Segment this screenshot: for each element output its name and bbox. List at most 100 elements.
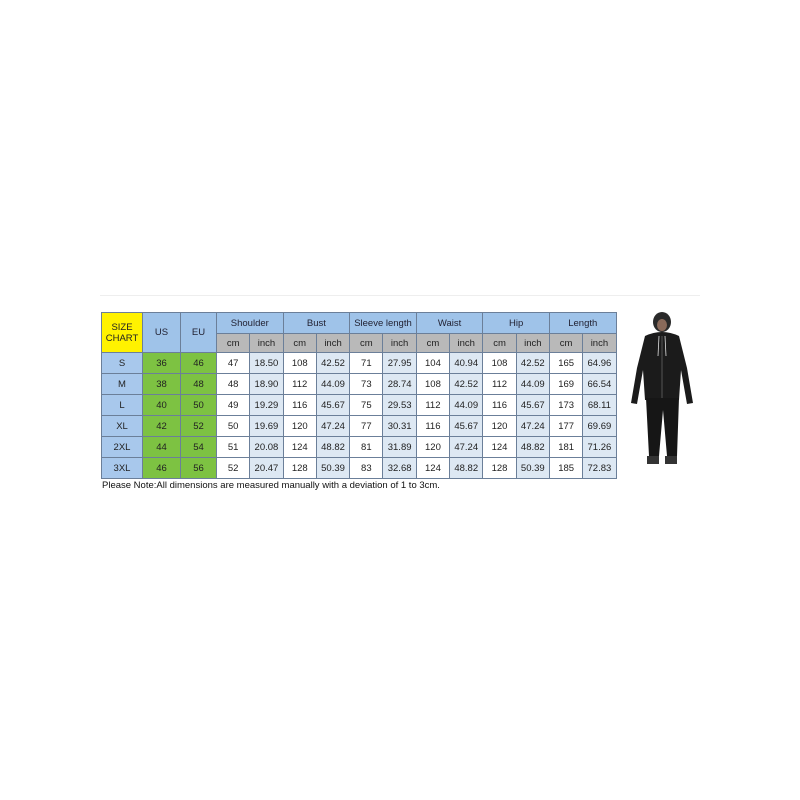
value-inch: 45.67 — [449, 415, 484, 437]
value-cm: 173 — [548, 394, 584, 416]
value-inch: 42.52 — [315, 352, 351, 374]
unit-inch: inch — [315, 333, 351, 353]
table-row: 3XL 46 56 52 20.47 128 50.39 83 32.68 124 48.82 128… — [101, 457, 617, 479]
unit-inch: inch — [249, 333, 284, 353]
value-cm: 73 — [349, 373, 384, 395]
table-row: 2XL 44 54 51 20.08 124 48.82 81 31.89 120 47.24 124… — [101, 436, 617, 458]
us-size: 36 — [142, 352, 181, 374]
value-inch: 29.53 — [382, 394, 417, 416]
value-cm: 108 — [482, 352, 517, 374]
unit-cm: cm — [349, 333, 384, 353]
value-inch: 50.39 — [515, 457, 550, 479]
value-inch: 50.39 — [315, 457, 351, 479]
value-inch: 48.82 — [315, 436, 351, 458]
unit-cm: cm — [482, 333, 517, 353]
value-cm: 169 — [548, 373, 584, 395]
eu-size: 46 — [180, 352, 217, 374]
value-cm: 49 — [215, 394, 251, 416]
us-size: 42 — [142, 415, 181, 437]
value-inch: 32.68 — [382, 457, 417, 479]
measurement-header: Waist — [415, 312, 484, 334]
value-cm: 71 — [349, 352, 384, 374]
unit-inch: inch — [449, 333, 484, 353]
size-chart-label: SIZE CHART — [101, 312, 143, 353]
value-cm: 112 — [282, 373, 317, 395]
unit-inch: inch — [515, 333, 550, 353]
measurement-header: Length — [548, 312, 617, 334]
eu-size: 54 — [180, 436, 217, 458]
value-inch: 44.09 — [449, 394, 484, 416]
size-chart-table: SIZE CHART US EU Shoulder Bust Sleeve leng… — [101, 312, 617, 479]
value-cm: 124 — [482, 436, 517, 458]
eu-size: 52 — [180, 415, 217, 437]
eu-header: EU — [180, 312, 217, 353]
unit-inch: inch — [582, 333, 617, 353]
unit-cm: cm — [415, 333, 451, 353]
value-inch: 20.47 — [249, 457, 284, 479]
us-header: US — [142, 312, 181, 353]
value-cm: 165 — [548, 352, 584, 374]
value-cm: 77 — [349, 415, 384, 437]
size-label: S — [101, 352, 143, 374]
table-row: S 36 46 47 18.50 108 42.52 71 27.95 104 40.94 108 42… — [101, 352, 617, 374]
value-cm: 116 — [415, 415, 451, 437]
value-cm: 81 — [349, 436, 384, 458]
unit-cm: cm — [282, 333, 317, 353]
value-inch: 69.69 — [582, 415, 617, 437]
size-label: L — [101, 394, 143, 416]
unit-cm: cm — [548, 333, 584, 353]
value-inch: 30.31 — [382, 415, 417, 437]
measurement-header: Bust — [282, 312, 351, 334]
value-inch: 45.67 — [315, 394, 351, 416]
value-inch: 42.52 — [515, 352, 550, 374]
value-cm: 51 — [215, 436, 251, 458]
eu-size: 48 — [180, 373, 217, 395]
table-row: M 38 48 48 18.90 112 44.09 73 28.74 108 42.52 112 44… — [101, 373, 617, 395]
value-cm: 48 — [215, 373, 251, 395]
value-inch: 28.74 — [382, 373, 417, 395]
value-cm: 177 — [548, 415, 584, 437]
value-cm: 52 — [215, 457, 251, 479]
value-cm: 116 — [282, 394, 317, 416]
value-cm: 181 — [548, 436, 584, 458]
value-inch: 44.09 — [515, 373, 550, 395]
size-label: M — [101, 373, 143, 395]
value-inch: 42.52 — [449, 373, 484, 395]
size-label: XL — [101, 415, 143, 437]
value-cm: 185 — [548, 457, 584, 479]
value-inch: 66.54 — [582, 373, 617, 395]
divider — [100, 295, 700, 296]
value-inch: 40.94 — [449, 352, 484, 374]
value-inch: 47.24 — [449, 436, 484, 458]
value-cm: 108 — [415, 373, 451, 395]
value-cm: 128 — [482, 457, 517, 479]
value-inch: 20.08 — [249, 436, 284, 458]
value-inch: 19.69 — [249, 415, 284, 437]
value-cm: 124 — [415, 457, 451, 479]
value-cm: 108 — [282, 352, 317, 374]
measurement-header: Hip — [482, 312, 550, 334]
value-inch: 47.24 — [515, 415, 550, 437]
value-cm: 75 — [349, 394, 384, 416]
value-inch: 44.09 — [315, 373, 351, 395]
value-inch: 19.29 — [249, 394, 284, 416]
unit-inch: inch — [382, 333, 417, 353]
value-inch: 27.95 — [382, 352, 417, 374]
value-cm: 112 — [415, 394, 451, 416]
eu-size: 50 — [180, 394, 217, 416]
us-size: 46 — [142, 457, 181, 479]
value-cm: 120 — [282, 415, 317, 437]
value-inch: 64.96 — [582, 352, 617, 374]
table-row: L 40 50 49 19.29 116 45.67 75 29.53 112 44.09 116 45… — [101, 394, 617, 416]
value-cm: 47 — [215, 352, 251, 374]
value-cm: 112 — [482, 373, 517, 395]
value-inch: 71.26 — [582, 436, 617, 458]
value-inch: 18.50 — [249, 352, 284, 374]
measurement-note: Please Note:All dimensions are measured … — [102, 480, 440, 491]
value-cm: 120 — [415, 436, 451, 458]
value-inch: 31.89 — [382, 436, 417, 458]
value-cm: 124 — [282, 436, 317, 458]
header-row: SIZE CHART US EU Shoulder Bust Sleeve leng… — [101, 312, 617, 353]
value-inch: 47.24 — [315, 415, 351, 437]
value-inch: 72.83 — [582, 457, 617, 479]
